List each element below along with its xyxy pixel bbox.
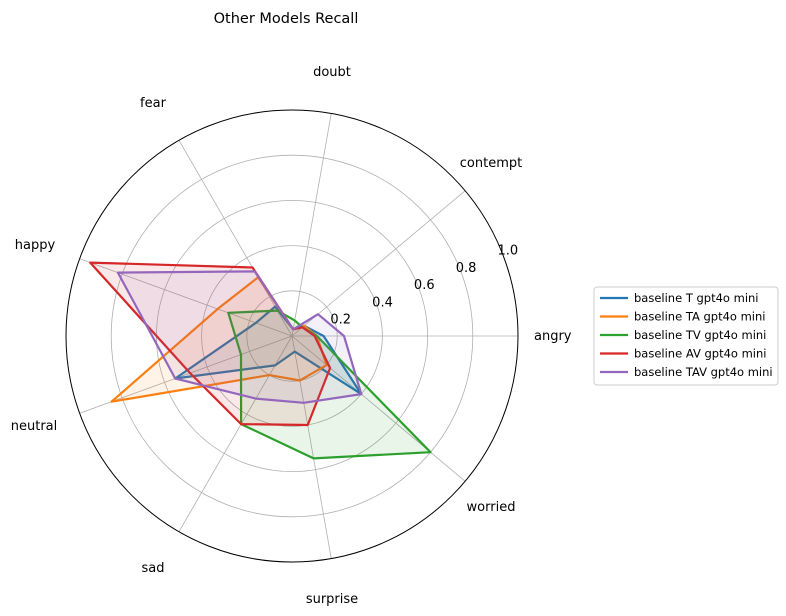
- grid-spoke: [291, 113, 332, 337]
- axis-label-angry: angry: [534, 329, 572, 344]
- axis-label-surprise: surprise: [306, 592, 358, 607]
- axis-label-happy: happy: [15, 238, 56, 253]
- r-tick-label: 0.2: [330, 313, 351, 328]
- series-line-5: [116, 270, 363, 404]
- grid-spoke: [291, 335, 332, 559]
- series-fill-2: [111, 277, 327, 402]
- r-tick-label: 1.0: [497, 244, 518, 259]
- r-tick-label: 0.8: [456, 261, 477, 276]
- polar-frame: [65, 109, 519, 563]
- series-fill-3: [228, 310, 431, 459]
- axis-label-doubt: doubt: [313, 65, 351, 80]
- series-fill-4: [90, 262, 331, 425]
- series-fill-5: [117, 271, 362, 403]
- r-tick-label: 0.6: [414, 278, 435, 293]
- grid-spoke: [178, 140, 293, 337]
- radar-series: [89, 261, 432, 460]
- legend: baseline T gpt4o mini baseline TA gpt4o m…: [593, 286, 779, 386]
- legend-frame: [593, 286, 779, 386]
- chart-title: Other Models Recall: [214, 11, 359, 27]
- axis-label-fear: fear: [140, 96, 167, 111]
- grid-spoke: [291, 335, 466, 482]
- grid-spoke: [291, 190, 466, 337]
- legend-label: baseline TV gpt4o mini: [634, 328, 766, 342]
- axis-label-sad: sad: [142, 561, 165, 576]
- series-line-4: [89, 261, 332, 427]
- legend-label: baseline TAV gpt4o mini: [634, 365, 773, 379]
- axis-label-worried: worried: [467, 500, 516, 515]
- axis-label-neutral: neutral: [11, 419, 58, 434]
- legend-label: baseline AV gpt4o mini: [634, 347, 766, 361]
- legend-label: baseline TA gpt4o mini: [634, 310, 765, 324]
- legend-label: baseline T gpt4o mini: [634, 291, 759, 305]
- radar-labels: angry contempt doubt fear happy neutral sad sur…: [11, 65, 572, 607]
- axis-label-contempt: contempt: [460, 156, 522, 171]
- series-line-3: [227, 309, 432, 460]
- r-tick-label: 0.4: [372, 295, 393, 310]
- grid-spoke: [178, 335, 293, 532]
